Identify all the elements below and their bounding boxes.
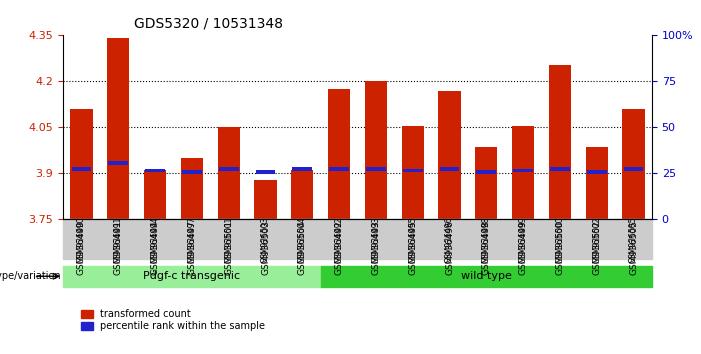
Text: GSM936505: GSM936505 — [629, 220, 638, 275]
Text: Pdgf-c transgenic: Pdgf-c transgenic — [143, 271, 240, 281]
Bar — [512, 126, 534, 219]
Bar — [328, 89, 350, 219]
Text: percentile rank within the sample: percentile rank within the sample — [100, 321, 265, 331]
Bar — [256, 170, 275, 174]
Text: GSM936503: GSM936503 — [261, 216, 270, 263]
Text: GSM936494: GSM936494 — [151, 220, 160, 275]
Bar — [320, 219, 358, 259]
Bar — [107, 39, 129, 219]
Bar — [63, 266, 320, 287]
Text: GSM936493: GSM936493 — [372, 220, 381, 275]
Bar — [63, 219, 100, 259]
Bar — [329, 167, 349, 171]
Text: GSM936492: GSM936492 — [334, 216, 343, 263]
Bar — [173, 219, 210, 259]
Text: GSM936499: GSM936499 — [519, 216, 528, 263]
Text: genotype/variation: genotype/variation — [0, 271, 61, 281]
Text: GSM936502: GSM936502 — [592, 216, 601, 263]
Text: GDS5320 / 10531348: GDS5320 / 10531348 — [134, 16, 283, 30]
Bar — [182, 170, 202, 174]
Bar — [109, 161, 128, 165]
Bar — [210, 219, 247, 259]
Bar — [81, 310, 93, 318]
Text: transformed count: transformed count — [100, 309, 191, 319]
Bar — [475, 147, 497, 219]
Bar — [365, 81, 387, 219]
Text: GSM936490: GSM936490 — [77, 216, 86, 263]
Bar — [394, 219, 431, 259]
Bar — [403, 169, 423, 172]
Text: GSM936498: GSM936498 — [482, 216, 491, 263]
Bar — [358, 219, 394, 259]
Bar — [254, 179, 276, 219]
Text: GSM936492: GSM936492 — [334, 220, 343, 275]
Bar — [320, 266, 652, 287]
Text: GSM936496: GSM936496 — [445, 216, 454, 263]
Text: GSM936498: GSM936498 — [482, 220, 491, 275]
Bar — [550, 167, 570, 171]
Text: GSM936504: GSM936504 — [298, 220, 307, 275]
Bar — [145, 169, 165, 172]
Text: GSM936493: GSM936493 — [372, 216, 381, 263]
Text: GSM936490: GSM936490 — [77, 220, 86, 275]
Text: GSM936504: GSM936504 — [298, 216, 307, 263]
Text: GSM936501: GSM936501 — [224, 216, 233, 263]
Bar — [622, 109, 644, 219]
Bar — [541, 219, 578, 259]
Bar — [291, 170, 313, 219]
Bar — [615, 219, 652, 259]
Text: GSM936502: GSM936502 — [592, 220, 601, 275]
Text: GSM936503: GSM936503 — [261, 220, 270, 275]
Bar — [585, 147, 608, 219]
Text: GSM936497: GSM936497 — [187, 216, 196, 263]
Text: GSM936500: GSM936500 — [555, 220, 564, 275]
Bar — [72, 167, 91, 171]
Text: GSM936505: GSM936505 — [629, 216, 638, 263]
Bar — [247, 219, 284, 259]
Bar — [477, 170, 496, 174]
Text: GSM936501: GSM936501 — [224, 220, 233, 275]
Text: wild type: wild type — [461, 271, 512, 281]
Bar — [70, 109, 93, 219]
Bar — [219, 167, 238, 171]
Bar — [513, 169, 533, 172]
Bar — [440, 167, 459, 171]
Bar — [292, 167, 312, 171]
Text: GSM936497: GSM936497 — [187, 220, 196, 275]
Bar — [505, 219, 541, 259]
Bar — [144, 170, 166, 219]
Text: GSM936494: GSM936494 — [151, 216, 160, 263]
Bar — [431, 219, 468, 259]
Bar — [468, 219, 505, 259]
Bar — [181, 158, 203, 219]
Text: GSM936491: GSM936491 — [114, 216, 123, 263]
Text: GSM936491: GSM936491 — [114, 220, 123, 275]
Bar — [587, 170, 606, 174]
Bar — [100, 219, 137, 259]
Bar — [366, 167, 386, 171]
Text: GSM936500: GSM936500 — [555, 216, 564, 263]
Text: GSM936495: GSM936495 — [408, 216, 417, 263]
Bar — [438, 91, 461, 219]
Bar — [81, 322, 93, 330]
Bar — [137, 219, 173, 259]
Bar — [624, 167, 644, 171]
Bar — [578, 219, 615, 259]
Bar — [284, 219, 320, 259]
Text: GSM936496: GSM936496 — [445, 220, 454, 275]
Bar — [217, 127, 240, 219]
Text: GSM936499: GSM936499 — [519, 220, 528, 275]
Bar — [549, 64, 571, 219]
Text: GSM936495: GSM936495 — [408, 220, 417, 275]
Bar — [402, 126, 423, 219]
